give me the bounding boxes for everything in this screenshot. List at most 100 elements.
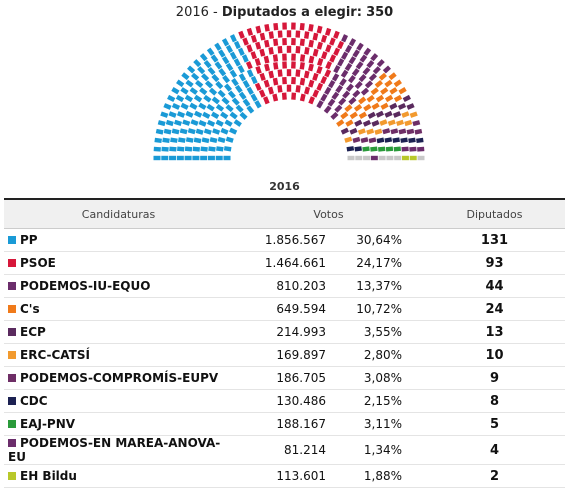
seat bbox=[255, 25, 262, 34]
seat bbox=[359, 54, 368, 63]
seat bbox=[372, 66, 381, 75]
seat bbox=[370, 146, 378, 152]
seat bbox=[184, 155, 192, 161]
seat bbox=[291, 92, 297, 100]
seat bbox=[197, 66, 206, 75]
percent: 1,34% bbox=[348, 435, 424, 465]
seat bbox=[295, 46, 301, 54]
seat bbox=[220, 111, 229, 120]
seat bbox=[320, 34, 328, 43]
seat bbox=[286, 30, 292, 38]
seat bbox=[168, 111, 177, 118]
seat bbox=[342, 90, 351, 99]
seat bbox=[237, 65, 245, 74]
seat bbox=[224, 83, 232, 92]
seat bbox=[408, 137, 416, 143]
party-name: PSOE bbox=[20, 256, 56, 270]
seat bbox=[227, 90, 236, 99]
row: EH Bildu 113.601 1,88% 2 bbox=[4, 464, 565, 488]
seat bbox=[378, 155, 386, 161]
seat bbox=[255, 41, 262, 50]
seat bbox=[190, 119, 199, 126]
seat bbox=[291, 61, 296, 69]
seat bbox=[363, 155, 371, 161]
seat bbox=[250, 75, 258, 85]
seat bbox=[222, 75, 231, 84]
seat bbox=[272, 93, 279, 102]
seat bbox=[273, 22, 279, 31]
seat bbox=[153, 146, 161, 152]
seat bbox=[363, 47, 372, 56]
seat bbox=[312, 48, 319, 57]
seat bbox=[362, 66, 371, 76]
seat bbox=[264, 39, 270, 48]
seat bbox=[380, 87, 389, 95]
seat bbox=[351, 68, 360, 77]
seat bbox=[338, 97, 347, 106]
seat bbox=[354, 119, 363, 127]
seat bbox=[238, 30, 245, 39]
seat bbox=[153, 155, 161, 161]
party-cell: CDC bbox=[4, 389, 233, 413]
row: C's 649.594 10,72% 24 bbox=[4, 297, 565, 321]
seat bbox=[225, 62, 234, 72]
seat bbox=[377, 146, 386, 152]
seat bbox=[169, 146, 177, 152]
seat bbox=[277, 85, 283, 93]
seat bbox=[299, 93, 306, 102]
seat bbox=[358, 111, 368, 119]
header-row: Candidaturas Votos Diputados bbox=[4, 198, 565, 229]
seats: 44 bbox=[424, 274, 565, 298]
swatch bbox=[8, 282, 16, 290]
seat bbox=[229, 111, 238, 120]
swatch bbox=[8, 420, 16, 428]
seat bbox=[199, 87, 208, 96]
seat bbox=[375, 94, 385, 103]
seat bbox=[215, 119, 224, 127]
seat bbox=[329, 54, 337, 63]
seat bbox=[368, 73, 377, 82]
seat bbox=[325, 44, 332, 53]
seat bbox=[341, 34, 349, 43]
swatch bbox=[8, 351, 16, 359]
seat bbox=[254, 58, 261, 67]
seat bbox=[329, 37, 336, 46]
seat bbox=[182, 119, 191, 126]
seat bbox=[376, 59, 385, 68]
seat bbox=[364, 80, 374, 89]
seat bbox=[231, 97, 240, 106]
row: ERC-CATSÍ 169.897 2,80% 10 bbox=[4, 343, 565, 367]
seat bbox=[308, 24, 314, 32]
seat bbox=[363, 103, 372, 112]
seat bbox=[157, 120, 166, 127]
seat bbox=[330, 111, 339, 120]
seat bbox=[178, 137, 186, 143]
party-cell: EH Bildu bbox=[4, 464, 233, 488]
party-name: CDC bbox=[20, 394, 48, 408]
row: PODEMOS-COMPROMÍS-EUPV 186.705 3,08% 9 bbox=[4, 366, 565, 390]
seat bbox=[255, 65, 262, 75]
total: 350 bbox=[366, 5, 394, 20]
seat bbox=[199, 53, 208, 62]
seat bbox=[263, 79, 270, 88]
seat bbox=[282, 76, 287, 85]
seat bbox=[317, 58, 324, 67]
seat bbox=[176, 155, 184, 161]
seat bbox=[185, 110, 194, 118]
seat bbox=[356, 42, 364, 51]
seat bbox=[360, 87, 370, 96]
table-caption: 2016 bbox=[269, 180, 300, 193]
party-cell: PP bbox=[4, 228, 233, 252]
seat bbox=[229, 127, 238, 135]
votes: 810.203 bbox=[233, 274, 348, 298]
seat bbox=[242, 37, 249, 46]
seat bbox=[345, 119, 354, 127]
seat bbox=[277, 30, 283, 38]
seat bbox=[184, 146, 193, 152]
seat bbox=[384, 79, 393, 88]
seat bbox=[185, 137, 194, 143]
seat bbox=[295, 85, 301, 93]
seat bbox=[299, 62, 305, 70]
seat bbox=[316, 25, 323, 34]
